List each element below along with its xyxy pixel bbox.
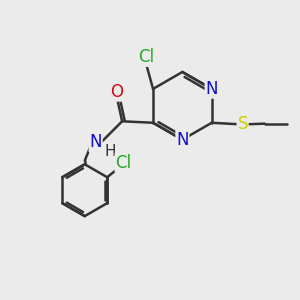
Text: Cl: Cl [115, 154, 131, 172]
Text: N: N [89, 134, 102, 152]
Text: H: H [105, 144, 116, 159]
Text: S: S [237, 115, 248, 133]
Text: Cl: Cl [138, 48, 154, 66]
Text: O: O [110, 83, 123, 101]
Text: N: N [206, 80, 218, 98]
Text: N: N [176, 131, 189, 149]
